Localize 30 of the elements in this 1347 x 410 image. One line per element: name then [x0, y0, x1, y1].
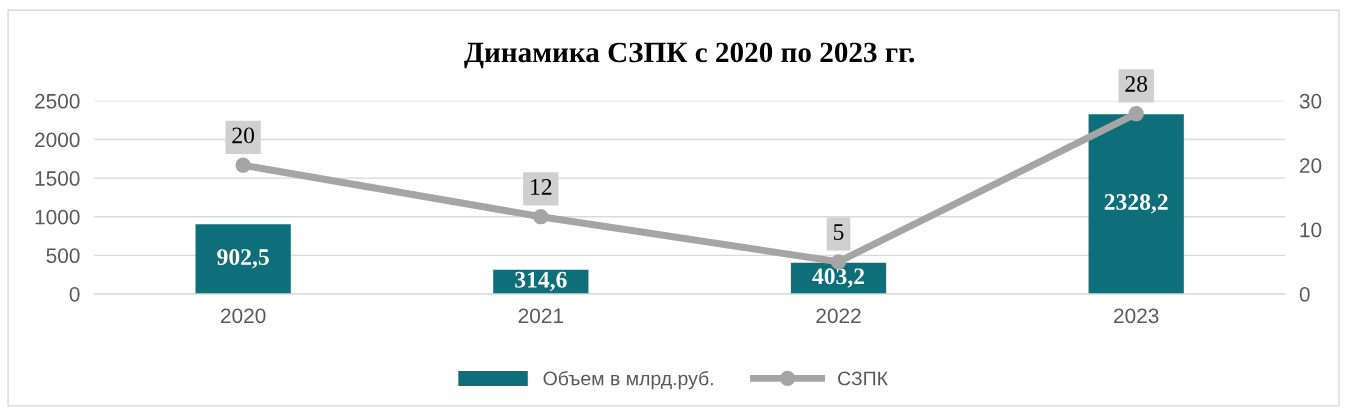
x-tick-label: 2021 — [518, 308, 563, 324]
y-tick-label: 500 — [46, 248, 80, 264]
y-tick-label: 0 — [69, 286, 80, 302]
x-tick-label: 2020 — [221, 308, 266, 324]
x-tick-label: 2022 — [816, 308, 861, 324]
data-label: 403,2 — [812, 268, 865, 288]
data-label: 5 — [833, 224, 844, 240]
y2-tick-label: 10 — [1300, 222, 1322, 238]
bar — [1088, 114, 1184, 294]
legend-label: Объем в млрд.руб. — [543, 370, 713, 390]
point — [533, 209, 549, 225]
point — [235, 157, 251, 173]
y-tick-label: 1500 — [35, 171, 80, 186]
data-label: 314,6 — [515, 271, 567, 292]
point — [1128, 106, 1144, 122]
data-label: 12 — [531, 178, 552, 195]
data-label: 20 — [232, 127, 255, 144]
y2-tick-label: 30 — [1299, 93, 1322, 109]
y2-tick-label: 20 — [1299, 158, 1322, 173]
chart-title: Динамика СЗПК с 2020 по 2023 гг. — [464, 42, 915, 69]
y-tick-label: 2500 — [35, 93, 80, 109]
y2-tick-label: 0 — [1299, 286, 1310, 302]
data-label: 28 — [1125, 75, 1148, 92]
bar — [195, 224, 291, 294]
y-tick-label: 1000 — [35, 209, 80, 225]
legend-label: СЗПК — [838, 371, 888, 386]
data-label: 902,5 — [217, 249, 269, 269]
x-tick-label: 2023 — [1114, 308, 1159, 324]
data-label: 2328,2 — [1104, 194, 1168, 214]
y-tick-label: 2000 — [35, 132, 80, 148]
